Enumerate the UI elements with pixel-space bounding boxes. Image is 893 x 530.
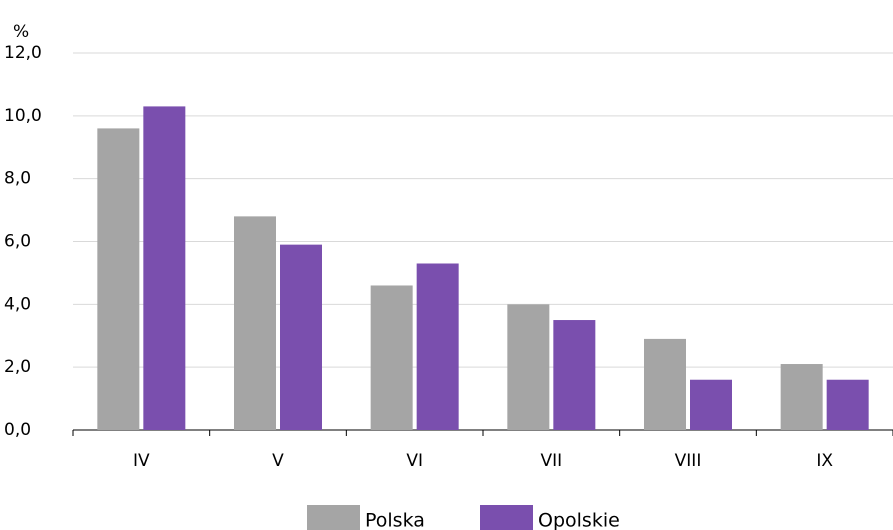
bar bbox=[644, 338, 686, 430]
bar bbox=[234, 216, 276, 430]
bar bbox=[780, 364, 823, 430]
y-tick-label: 12,0 bbox=[4, 43, 42, 63]
x-tick-label: V bbox=[272, 451, 284, 471]
x-tick-label: VII bbox=[540, 451, 562, 471]
y-axis-unit: % bbox=[13, 22, 29, 42]
legend-swatch bbox=[307, 505, 360, 530]
bar bbox=[553, 320, 596, 430]
x-tick-label: VIII bbox=[675, 451, 702, 471]
y-tick-label: 0,0 bbox=[4, 420, 31, 440]
x-tick-label: IV bbox=[133, 451, 150, 471]
bar bbox=[97, 128, 140, 430]
bar bbox=[507, 304, 550, 430]
bar bbox=[280, 244, 322, 430]
x-tick-label: IX bbox=[816, 451, 833, 471]
bar bbox=[416, 263, 459, 430]
y-tick-label: 4,0 bbox=[4, 294, 31, 314]
x-tick-label: VI bbox=[406, 451, 423, 471]
y-tick-label: 6,0 bbox=[4, 232, 31, 252]
bar bbox=[690, 379, 732, 430]
legend-label: Opolskie bbox=[538, 510, 620, 530]
y-tick-label: 2,0 bbox=[4, 357, 31, 377]
y-tick-label: 10,0 bbox=[4, 106, 42, 126]
legend-label: Polska bbox=[365, 510, 425, 530]
bar bbox=[826, 379, 869, 430]
bar bbox=[370, 285, 413, 430]
legend-swatch bbox=[480, 505, 533, 530]
bar bbox=[143, 106, 186, 431]
y-tick-label: 8,0 bbox=[4, 169, 31, 189]
